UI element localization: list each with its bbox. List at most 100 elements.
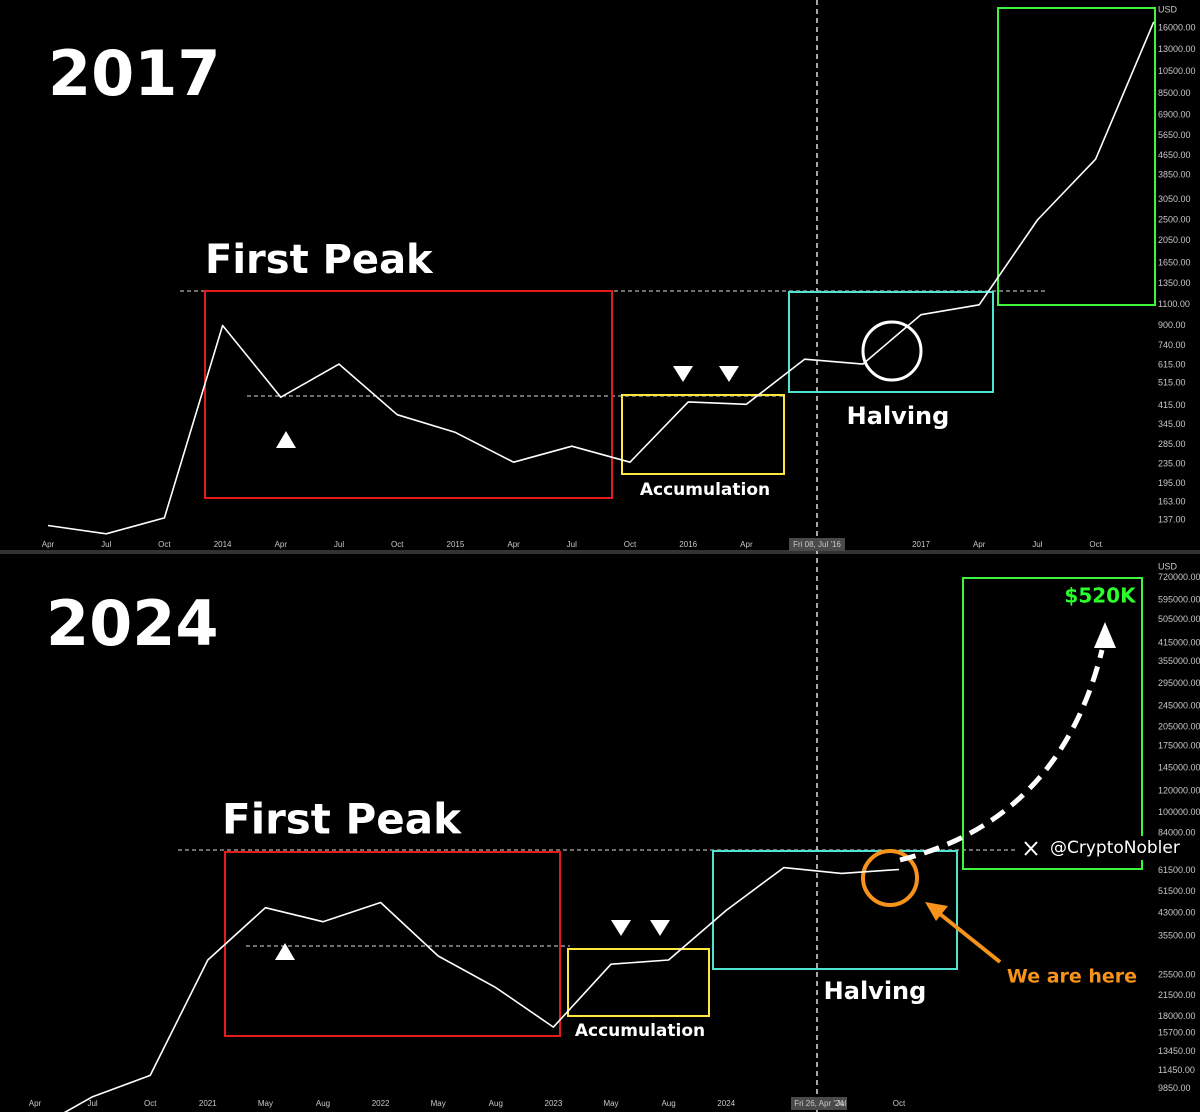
x-tick-label: 2022 <box>372 1099 390 1108</box>
crosshair-box <box>789 538 845 551</box>
green-box <box>962 577 1143 870</box>
x-tick-label: Oct <box>158 540 171 549</box>
y-axis-label: USD <box>1158 4 1178 14</box>
annotation: First Peak <box>205 237 434 283</box>
circle <box>861 849 919 907</box>
x-tick-label: May <box>431 1099 446 1108</box>
x-tick-label: Jul <box>836 1099 846 1108</box>
x-tick-label: Jul <box>1032 540 1042 549</box>
x-tick-label: 2023 <box>545 1099 563 1108</box>
projection-curve <box>899 649 1105 863</box>
x-tick-label: 2016 <box>679 540 697 549</box>
red-box <box>204 290 613 499</box>
x-tick-label: Oct <box>624 540 637 549</box>
x-tick-label: Apr <box>275 540 288 549</box>
y-tick-label: 137.00 <box>1158 514 1186 524</box>
x-tick-label: 2014 <box>214 540 232 549</box>
crosshair-label: Fri 08, Jul '16 <box>793 540 841 549</box>
circle <box>861 320 923 382</box>
arrow-head <box>925 902 948 921</box>
y-tick-label: 2050.00 <box>1158 235 1191 245</box>
x-tick-label: Jul <box>567 540 577 549</box>
x-tick-label: Jul <box>87 1099 97 1108</box>
x-tick-label: Jul <box>334 540 344 549</box>
y-tick-label: 120000.00 <box>1158 785 1200 795</box>
y-tick-label: 10500.00 <box>1158 66 1196 76</box>
x-tick-label: Apr <box>42 540 55 549</box>
x-tick-label: Apr <box>507 540 520 549</box>
y-tick-label: 51500.00 <box>1158 886 1196 896</box>
y-tick-label: 9850.00 <box>1158 1083 1191 1093</box>
x-tick-label: May <box>603 1099 618 1108</box>
y-tick-label: 84000.00 <box>1158 828 1196 838</box>
annotation: Accumulation <box>640 480 770 500</box>
projection-head <box>1094 622 1116 648</box>
x-tick-label: Oct <box>893 1099 906 1108</box>
yellow-box <box>567 948 710 1017</box>
y-tick-label: 720000.00 <box>1158 572 1200 582</box>
down-triangle <box>673 366 693 382</box>
y-tick-label: 505000.00 <box>1158 614 1200 624</box>
y-tick-label: 355000.00 <box>1158 656 1200 666</box>
annotation: First Peak <box>222 795 462 844</box>
handle-bg <box>1016 836 1158 860</box>
crosshair-box <box>791 1097 847 1110</box>
crosshair-label: Fri 26, Apr '24 <box>794 1099 844 1108</box>
y-tick-label: 345.00 <box>1158 419 1186 429</box>
y-tick-label: 25500.00 <box>1158 970 1196 980</box>
y-tick-label: 515.00 <box>1158 378 1186 388</box>
annotation: Accumulation <box>575 1021 705 1041</box>
panel-title: 2017 <box>48 37 221 110</box>
y-tick-label: 43000.00 <box>1158 907 1196 917</box>
annotation: We are here <box>1007 966 1137 988</box>
y-tick-label: 35500.00 <box>1158 930 1196 940</box>
y-tick-label: 205000.00 <box>1158 722 1200 732</box>
y-tick-label: 175000.00 <box>1158 740 1200 750</box>
y-tick-label: 18000.00 <box>1158 1011 1196 1021</box>
y-tick-label: 145000.00 <box>1158 763 1200 773</box>
down-triangle <box>611 920 631 936</box>
down-triangle <box>719 366 739 382</box>
y-tick-label: 5650.00 <box>1158 130 1191 140</box>
y-tick-label: 100000.00 <box>1158 807 1200 817</box>
annotation: @CryptoNobler <box>1050 838 1180 858</box>
y-tick-label: 285.00 <box>1158 439 1186 449</box>
x-tick-label: 2024 <box>717 1099 735 1108</box>
green-box <box>997 7 1156 306</box>
x-tick-label: May <box>258 1099 273 1108</box>
y-tick-label: 4650.00 <box>1158 150 1191 160</box>
y-tick-label: 11450.00 <box>1158 1065 1195 1075</box>
x-tick-label: Aug <box>661 1099 675 1108</box>
x-tick-label: Apr <box>29 1099 42 1108</box>
y-tick-label: 3850.00 <box>1158 170 1191 180</box>
y-tick-label: 61500.00 <box>1158 865 1196 875</box>
x-tick-label: Jul <box>101 540 111 549</box>
y-tick-label: 3050.00 <box>1158 194 1191 204</box>
x-tick-label: Apr <box>740 540 753 549</box>
x-tick-label: Apr <box>973 540 986 549</box>
top-overlays <box>180 7 1156 551</box>
panel-title: 2024 <box>46 587 219 660</box>
y-tick-label: 1350.00 <box>1158 278 1191 288</box>
y-tick-label: 595000.00 <box>1158 595 1200 605</box>
annotation: Halving <box>824 977 927 1005</box>
y-tick-label: 235.00 <box>1158 459 1186 469</box>
price-line <box>63 866 900 1112</box>
x-tick-label: Aug <box>489 1099 503 1108</box>
bottom-overlays <box>178 577 1158 1110</box>
x-tick-label: Oct <box>391 540 404 549</box>
x-tick-label: 2017 <box>912 540 930 549</box>
y-tick-label: 2500.00 <box>1158 214 1191 224</box>
cyan-box <box>712 850 958 970</box>
y-tick-label: 13000.00 <box>1158 44 1196 54</box>
y-tick-label: 163.00 <box>1158 497 1186 507</box>
y-tick-label: 16000.00 <box>1158 22 1196 32</box>
y-tick-label: 15700.00 <box>1158 1027 1196 1037</box>
y-tick-label: 21500.00 <box>1158 990 1196 1000</box>
yellow-box <box>621 394 785 475</box>
y-tick-label: 13450.00 <box>1158 1046 1196 1056</box>
x-tick-label: Oct <box>1089 540 1102 549</box>
x-tick-label: 2021 <box>199 1099 217 1108</box>
